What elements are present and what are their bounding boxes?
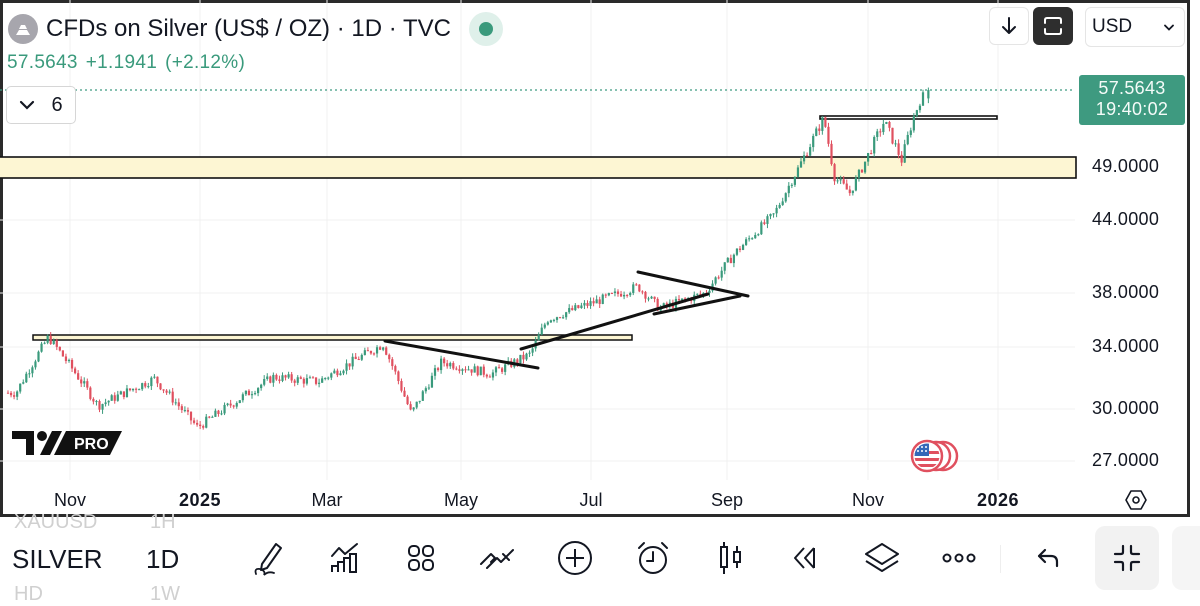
us-economic-events-icon[interactable] bbox=[909, 439, 961, 478]
symbol-picker-prev[interactable]: XAUUSD bbox=[14, 511, 98, 533]
exit-fullscreen-button[interactable] bbox=[1095, 526, 1159, 590]
symbol-picker[interactable]: SILVER bbox=[12, 544, 103, 574]
chart-type-button[interactable] bbox=[712, 540, 748, 576]
indicators-toggle-button[interactable]: 6 bbox=[6, 86, 76, 124]
price-axis-label: 30.0000 bbox=[1092, 398, 1160, 418]
settings-hexagon-icon bbox=[1125, 490, 1147, 510]
undo-button[interactable] bbox=[1031, 540, 1067, 576]
price-change: +1.1941 bbox=[85, 52, 158, 73]
bottom-toolbar: XAUUSD 1H HD 1W bbox=[0, 511, 1200, 605]
templates-grid-icon bbox=[408, 545, 434, 571]
symbol-picker-next[interactable]: HD bbox=[14, 583, 43, 605]
undo-icon bbox=[1037, 548, 1059, 568]
price-axis-label: 49.0000 bbox=[1092, 156, 1160, 176]
candles bbox=[6, 87, 930, 430]
templates-button[interactable] bbox=[403, 540, 439, 576]
currency-value: USD bbox=[1092, 16, 1133, 37]
symbol-title: CFDs on Silver (US$ / OZ) · 1D · TVC bbox=[46, 15, 451, 42]
svg-text:PRO: PRO bbox=[74, 436, 109, 453]
time-axis-label: 2026 bbox=[976, 490, 1020, 510]
price-change-pct: (+2.12%) bbox=[165, 52, 246, 73]
arrow-down-icon bbox=[1002, 17, 1016, 34]
replay-rewind-icon bbox=[794, 547, 815, 569]
layers-button[interactable] bbox=[864, 540, 900, 576]
time-axis-label: May bbox=[443, 490, 479, 510]
price-chart[interactable] bbox=[0, 0, 1190, 517]
alarm-clock-icon bbox=[638, 542, 668, 574]
bar-close-countdown: 19:40:02 bbox=[1095, 99, 1169, 119]
tradingview-pro-logo: PRO bbox=[12, 431, 124, 460]
chart-frame bbox=[0, 0, 1190, 517]
chevron-down-icon bbox=[1164, 24, 1174, 31]
drawings-zones bbox=[0, 115, 1077, 341]
quote-line: 57.5643 +1.1941 (+2.12%) bbox=[7, 52, 253, 74]
time-axis-label: Sep bbox=[710, 490, 744, 510]
indicators-chart-icon bbox=[331, 543, 358, 573]
alerts-button[interactable] bbox=[635, 540, 671, 576]
indicators-button[interactable] bbox=[327, 540, 363, 576]
toolbar-overflow-button[interactable] bbox=[1172, 526, 1200, 590]
time-axis-label: Jul bbox=[579, 490, 603, 510]
time-axis-label: 2025 bbox=[178, 490, 222, 510]
drawing-pen-icon bbox=[254, 543, 282, 576]
trend-tools-button[interactable] bbox=[479, 540, 515, 576]
add-circle-icon bbox=[558, 541, 592, 575]
indicators-count: 6 bbox=[51, 93, 63, 116]
exit-fullscreen-icon bbox=[1113, 544, 1141, 572]
chevron-down-icon bbox=[20, 100, 35, 110]
replay-button[interactable] bbox=[787, 540, 823, 576]
silver-bars-icon bbox=[8, 14, 38, 44]
market-open-status-icon bbox=[468, 12, 503, 46]
timeframe-picker-next[interactable]: 1W bbox=[150, 583, 180, 605]
price-axis-label: 34.0000 bbox=[1092, 336, 1160, 356]
add-button[interactable] bbox=[557, 540, 593, 576]
time-axis-label: Mar bbox=[311, 490, 343, 510]
time-axis-label: Nov bbox=[851, 490, 885, 510]
currency-select[interactable]: USD bbox=[1085, 7, 1185, 47]
trend-tools-icon bbox=[480, 549, 514, 569]
timeframe-picker-prev[interactable]: 1H bbox=[150, 511, 176, 533]
price-axis-label: 27.0000 bbox=[1092, 450, 1160, 470]
drawing-tools-button[interactable] bbox=[251, 540, 287, 576]
time-axis-label: Nov bbox=[53, 490, 87, 510]
chart-settings-button[interactable] bbox=[1124, 489, 1148, 516]
drawings-trendlines bbox=[383, 270, 750, 370]
more-dots-icon bbox=[942, 553, 976, 563]
scroll-to-latest-button[interactable] bbox=[989, 7, 1029, 45]
timeframe-picker[interactable]: 1D bbox=[146, 544, 180, 574]
price-axis-label: 38.0000 bbox=[1092, 282, 1160, 302]
candlestick-type-icon bbox=[720, 542, 741, 574]
last-price: 57.5643 bbox=[7, 52, 78, 73]
price-tag-value: 57.5643 bbox=[1098, 78, 1166, 98]
fullscreen-icon bbox=[1044, 17, 1062, 35]
layers-icon bbox=[865, 543, 899, 572]
price-axis-label: 44.0000 bbox=[1092, 209, 1160, 229]
fullscreen-button[interactable] bbox=[1033, 7, 1073, 45]
symbol-header[interactable]: CFDs on Silver (US$ / OZ) · 1D · TVC bbox=[8, 12, 503, 46]
last-price-tag: 57.5643 19:40:02 bbox=[1079, 75, 1185, 125]
more-button[interactable] bbox=[941, 540, 977, 576]
toolbar-divider bbox=[1000, 545, 1001, 573]
